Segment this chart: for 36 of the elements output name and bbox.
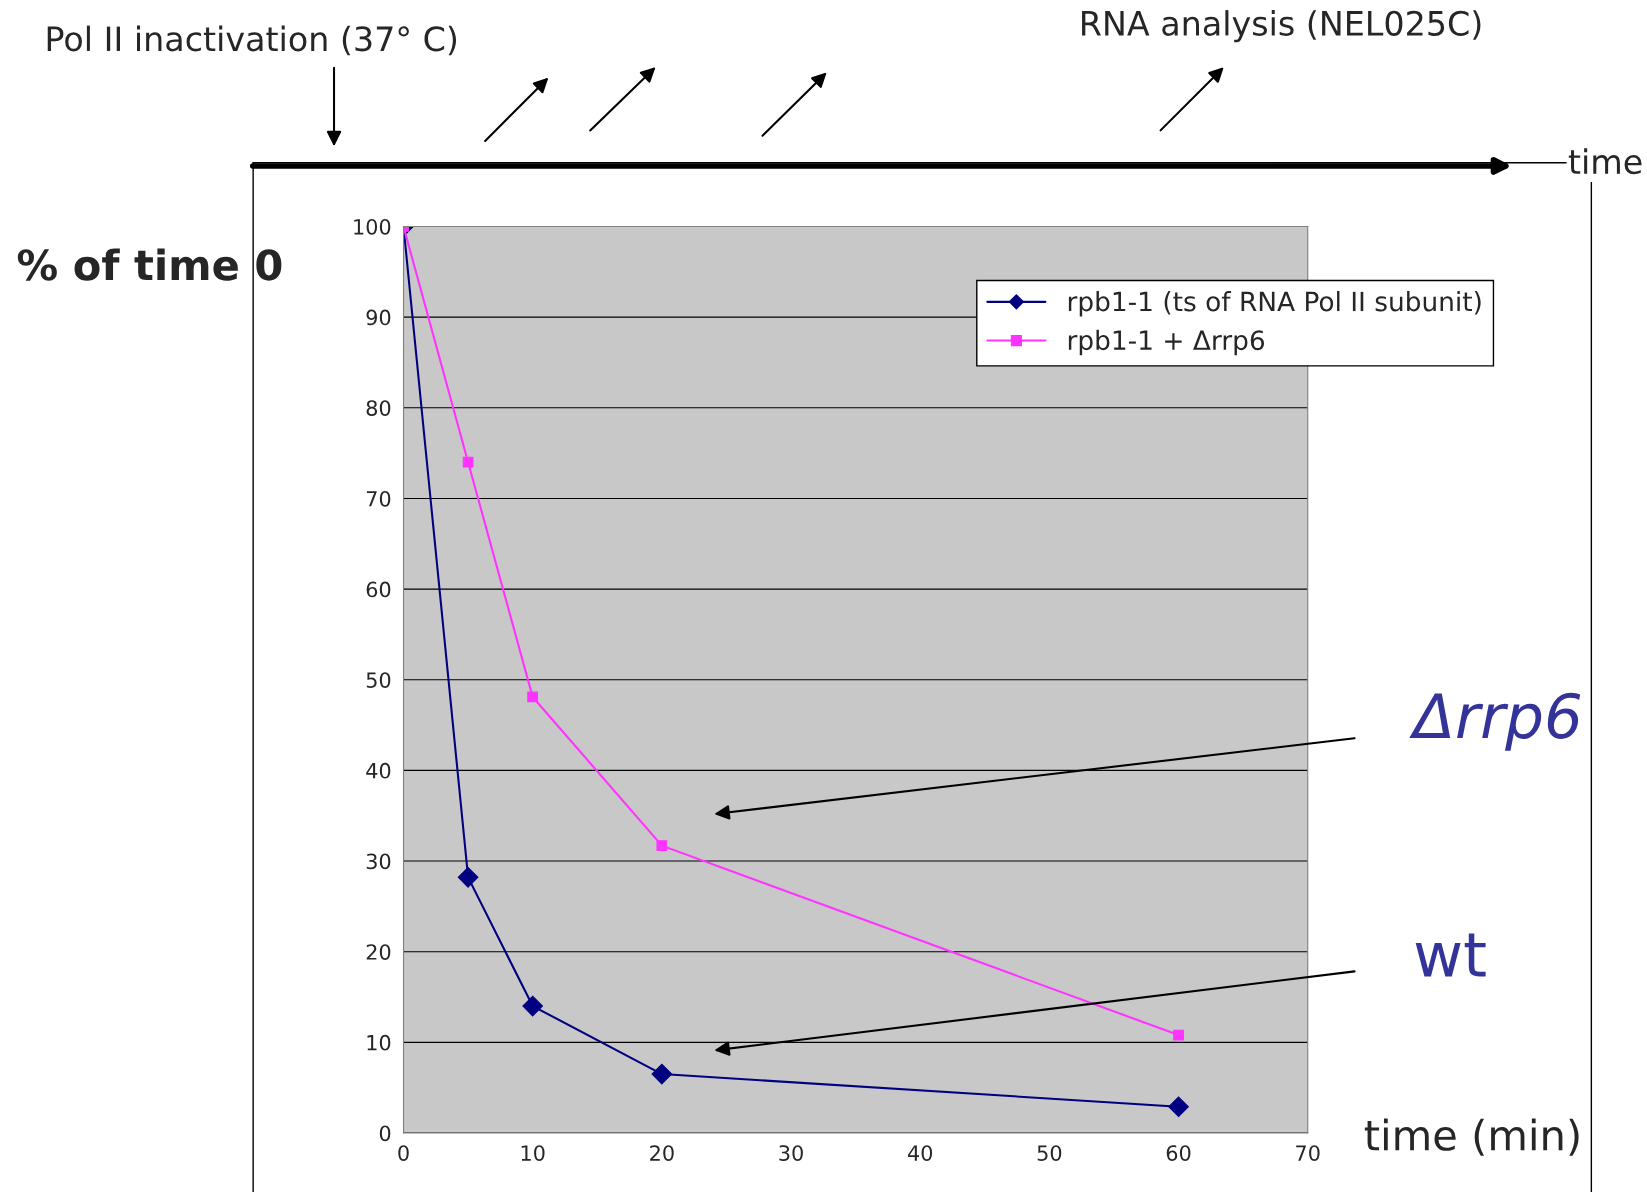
point xyxy=(656,840,668,852)
y-tick-label: 40 xyxy=(366,762,391,779)
text: Δrrp6 xyxy=(1409,692,1581,751)
x-tick-label: 70 xyxy=(1296,1145,1320,1161)
point xyxy=(527,691,539,703)
y-tick-label: 80 xyxy=(366,400,391,416)
point xyxy=(462,456,474,468)
x-tick-label: 50 xyxy=(1037,1145,1062,1161)
point xyxy=(651,1063,673,1085)
y-axis-title: % of time 0 xyxy=(17,248,282,281)
y-tick-label: 70 xyxy=(366,490,391,507)
y-tick-label: 50 xyxy=(366,672,391,688)
y-tick-label: 10 xyxy=(367,1034,391,1051)
text: wt xyxy=(1415,933,1486,977)
y-tick-label: 0 xyxy=(379,1125,391,1142)
point xyxy=(522,995,544,1017)
y-tick-label: 90 xyxy=(366,309,391,326)
point xyxy=(1173,1029,1184,1041)
point xyxy=(1168,1096,1189,1118)
x-tick-label: 60 xyxy=(1166,1145,1191,1161)
x-tick-label: 40 xyxy=(907,1145,933,1161)
x-tick-label: 10 xyxy=(521,1145,545,1161)
y-tick-label: 30 xyxy=(366,853,391,870)
x-tick-label: 30 xyxy=(779,1145,803,1161)
x-tick-label: 20 xyxy=(650,1145,674,1161)
text: Pol II inactivation (37° C) xyxy=(47,25,457,56)
y-tick-label: 100 xyxy=(354,218,391,235)
point xyxy=(457,867,479,888)
y-tick-label: 20 xyxy=(366,944,391,960)
x-tick-label: 0 xyxy=(398,1145,409,1161)
legend-label: rpb1-1 (ts of RNA Pol II subunit) xyxy=(1068,291,1481,317)
text: RNA analysis (NEL025C) xyxy=(1082,10,1481,43)
x-axis-title: time (min) xyxy=(1364,1118,1579,1156)
y-tick-label: 60 xyxy=(366,581,391,598)
legend-label: rpb1-1 + Δrrp6 xyxy=(1068,329,1265,356)
text: time xyxy=(1568,148,1642,175)
